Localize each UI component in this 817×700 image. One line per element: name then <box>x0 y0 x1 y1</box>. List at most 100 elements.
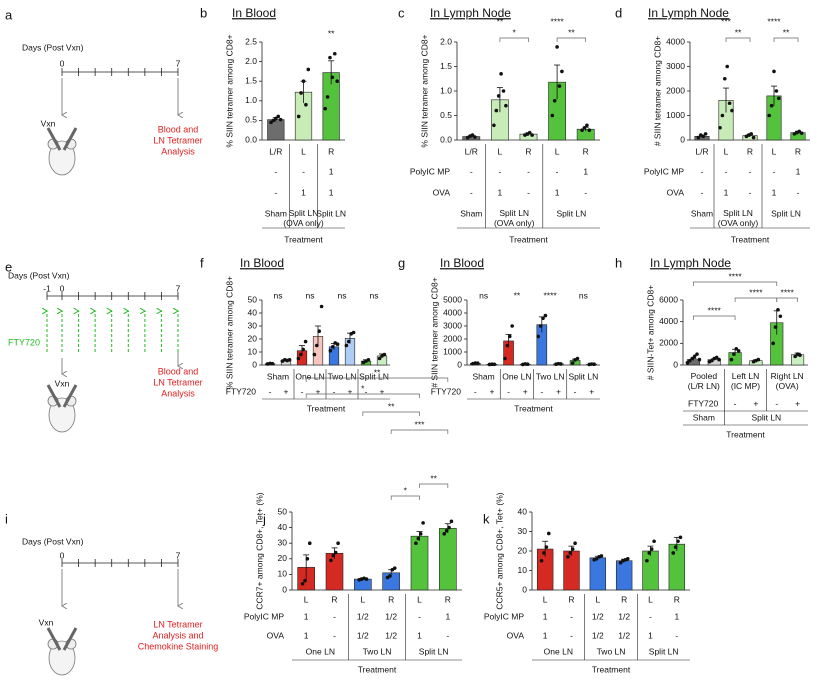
data-point <box>573 541 577 545</box>
data-point <box>585 123 589 128</box>
row-cell: 1/2 <box>618 630 630 640</box>
data-point <box>773 325 778 329</box>
category-label: L <box>595 594 600 604</box>
day-label: 0 <box>60 550 65 560</box>
data-point <box>418 532 423 536</box>
panel-letter: h <box>615 255 622 270</box>
data-point <box>475 361 480 365</box>
y-tick-label: 6000 <box>659 294 678 304</box>
row-label: OVA <box>267 630 285 640</box>
data-point <box>690 356 695 361</box>
data-point <box>333 550 338 555</box>
group-label: Sham <box>460 208 482 218</box>
row-cell: 1 <box>417 630 422 640</box>
data-point <box>599 554 604 558</box>
category-label: L <box>360 594 365 604</box>
row-cell: 1 <box>445 611 450 621</box>
y-axis-label: # SIIN tetramer among CD8+ <box>652 36 662 146</box>
data-point <box>335 79 339 83</box>
row-cell: 1 <box>543 611 548 621</box>
analysis-label: Blood and <box>158 124 199 134</box>
significance-bracket <box>305 393 420 398</box>
category-label: - <box>734 398 737 408</box>
data-point <box>695 352 699 356</box>
data-point <box>717 357 721 362</box>
y-tick-label: 40 <box>518 506 528 516</box>
data-point <box>312 352 317 357</box>
category-label: L <box>648 594 653 604</box>
mouse-body <box>48 140 76 176</box>
significance-bracket <box>693 281 778 286</box>
significance: **** <box>728 271 742 281</box>
row-cell: 1/2 <box>592 611 604 621</box>
data-point <box>594 557 599 561</box>
y-tick-label: 30 <box>518 526 528 536</box>
data-point <box>542 551 546 555</box>
data-point <box>618 560 623 565</box>
row-cell: - <box>470 187 473 197</box>
data-point <box>703 132 708 136</box>
panel-letter: k <box>483 511 490 526</box>
row-cell: - <box>333 630 336 640</box>
data-point <box>510 324 514 328</box>
data-point <box>303 339 308 344</box>
y-tick-label: 2.0 <box>440 36 452 46</box>
significance-bracket <box>390 495 420 500</box>
data-point <box>329 558 333 563</box>
data-point <box>364 577 369 581</box>
group-label: Two LN <box>328 371 357 381</box>
category-label: R <box>621 594 627 604</box>
significance: **** <box>550 16 564 26</box>
data-point <box>421 521 425 525</box>
chart-title: In Lymph Node <box>648 6 729 20</box>
row-cell: - <box>649 611 652 621</box>
data-point <box>647 551 652 555</box>
panel-letter: e <box>5 259 12 274</box>
significance-bracket <box>390 429 449 434</box>
y-tick-label: 1.5 <box>440 61 452 71</box>
data-point <box>319 304 324 309</box>
analysis-label: LN Tetramer <box>153 135 202 145</box>
row-cell: - <box>749 187 752 197</box>
panel-letter: b <box>200 5 207 20</box>
significance-bracket <box>734 297 778 302</box>
row-cell: - <box>749 166 752 176</box>
data-point <box>536 334 541 339</box>
panel-letter: f <box>200 255 204 270</box>
significance-bracket <box>773 37 799 42</box>
row-cell: 1/2 <box>357 630 369 640</box>
mouse-icon <box>46 627 78 676</box>
bar <box>589 557 607 591</box>
analysis-label: Blood and <box>158 366 199 376</box>
category-label: R <box>795 146 801 156</box>
category-label: - <box>540 386 543 396</box>
category-label: L/R <box>695 146 708 156</box>
day-label: 7 <box>176 58 181 68</box>
data-point <box>710 358 714 363</box>
row-label: FTY720 <box>431 386 462 396</box>
data-point <box>414 541 418 545</box>
row-label: OVA <box>667 187 685 197</box>
y-tick-label: 0.5 <box>440 110 452 120</box>
category-label: L <box>417 594 422 604</box>
data-point <box>492 123 496 128</box>
group-label: Split LN (OVA only) <box>718 208 759 228</box>
y-axis-label: % SIIN tetramer among CD8+ <box>224 276 234 389</box>
row-cell: - <box>446 630 449 640</box>
category-label: + <box>316 386 321 396</box>
data-point <box>580 128 584 132</box>
bar <box>642 550 659 591</box>
injection-label: Vxn <box>41 118 56 128</box>
data-point <box>625 557 630 561</box>
data-point <box>799 131 804 135</box>
row-cell: - <box>570 630 573 640</box>
row-cell: - <box>302 166 305 176</box>
y-tick-label: 3000 <box>443 320 462 330</box>
significance: ** <box>735 27 742 37</box>
significance: ** <box>568 27 575 37</box>
treatment-label: Treatment <box>307 403 346 413</box>
row-cell: - <box>527 187 530 197</box>
mouse-body <box>48 640 76 676</box>
panel-letter: i <box>5 511 8 526</box>
